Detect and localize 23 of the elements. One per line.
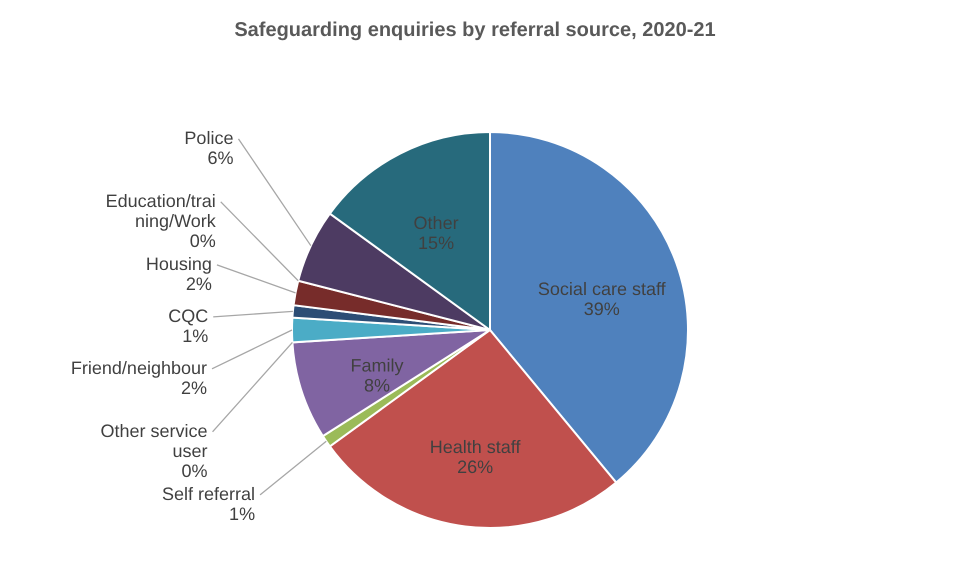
slice-label: Police	[184, 128, 234, 148]
slice-label: Health staff	[430, 436, 522, 457]
category-label: Education/training/Work	[106, 190, 216, 231]
data-label: 39%	[584, 298, 620, 319]
data-label: 1%	[229, 504, 256, 524]
data-label: 26%	[457, 456, 494, 477]
slice-label: Self referral	[162, 484, 256, 504]
slice-label: Family	[350, 356, 404, 376]
data-label: 15%	[418, 233, 454, 254]
chart-title: Safeguarding enquiries by referral source, 2020-21	[234, 19, 716, 41]
text: 0%	[182, 460, 208, 481]
slice-label: CQC	[168, 306, 208, 326]
text: 0%	[190, 230, 216, 251]
slice-label: Friend/neighbour	[70, 358, 207, 378]
slice-label: Housing	[146, 254, 212, 274]
slice-label: Other	[414, 213, 459, 234]
category-label: Other service user	[100, 420, 208, 461]
data-label: 2%	[180, 378, 207, 398]
data-label: 1%	[182, 326, 208, 346]
data-label: 8%	[364, 376, 390, 396]
data-label: 6%	[207, 148, 234, 168]
slice-label: Social care staff	[538, 278, 667, 299]
data-label: 2%	[186, 274, 212, 294]
